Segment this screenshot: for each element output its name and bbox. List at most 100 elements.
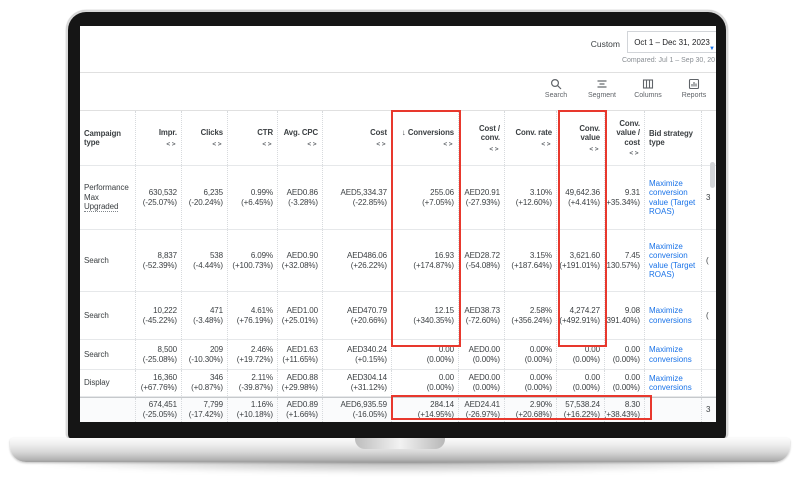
toolbar-search-button[interactable]: Search: [534, 78, 578, 99]
column-header-ctr[interactable]: CTR <>: [228, 111, 278, 165]
metric-value: 0.00%: [529, 373, 552, 382]
metric-value: AED5,334.37: [340, 187, 388, 197]
metric-change: (0.00%): [426, 383, 454, 392]
metric-change: (-26.97%): [465, 410, 500, 419]
metric-change: (+11.65%): [282, 354, 318, 364]
column-header-cost[interactable]: Cost <>: [323, 111, 392, 165]
cell-conv-rate: 3.15% (+187.64%): [505, 230, 557, 291]
column-header-label: Campaign type: [84, 128, 121, 148]
cell-campaign-type: Display: [80, 370, 136, 396]
table-row: Search 8,500 (-25.08%) 209 (-10.30%) 2.46% (+1…: [80, 340, 716, 370]
metric-change: (+67.76%): [140, 383, 177, 392]
metric-change: (-10.30%): [188, 354, 223, 364]
metric-value: 2.46%: [250, 344, 273, 354]
column-header-avg_cpc[interactable]: Avg. CPC <>: [278, 111, 323, 165]
metric-change: (-54.08%): [465, 260, 500, 270]
metric-value: AED6,935.59: [340, 400, 388, 409]
column-header-label: Impr.: [158, 128, 177, 138]
toolbar-columns-button[interactable]: Columns: [626, 78, 670, 99]
search-icon: [550, 78, 562, 90]
metric-value: 284.14: [430, 400, 454, 409]
column-header-label: Clicks: [200, 128, 223, 138]
column-header-impr[interactable]: Impr. <>: [136, 111, 182, 165]
bid-strategy-link[interactable]: Maximize conversion value (Target ROAS): [649, 178, 696, 217]
cell-bid-strategy[interactable]: Maximize conversion value (Target ROAS): [645, 230, 702, 291]
bid-strategy-link[interactable]: Maximize conversions: [649, 306, 692, 325]
metric-value: AED1.00: [286, 305, 318, 315]
metric-value: 471: [209, 305, 223, 315]
compare-columns-icon: <>: [629, 150, 640, 158]
metric-value: 6.09%: [250, 250, 273, 260]
toolbar-segment-label: Segment: [587, 92, 617, 99]
metric-value: 255.06: [430, 187, 454, 197]
dropdown-caret-icon: ▼: [709, 46, 715, 52]
column-header-label: Avg. CPC: [283, 128, 319, 138]
metric-value: 16.93: [434, 250, 454, 260]
cell-conv-value: 57,538.24 (+16.22%): [557, 398, 605, 422]
column-header-clipped: [702, 111, 716, 165]
campaign-type-label: Search: [84, 255, 109, 265]
cell-conv-value: 49,642.36 (+4.41%): [557, 166, 605, 229]
metric-change: (+391.40%): [605, 315, 640, 325]
campaign-type-label: Performance Max Upgraded: [84, 183, 129, 213]
metric-value: 2.58%: [529, 305, 552, 315]
column-header-campaign_type[interactable]: Campaign type: [80, 111, 136, 165]
metric-change: (0.00%): [612, 354, 640, 364]
metric-value: 7,799: [203, 400, 223, 409]
toolbar-search-label: Search: [544, 92, 568, 99]
toolbar-reports-button[interactable]: Reports: [672, 78, 716, 99]
metric-change: (+130.57%): [605, 260, 640, 270]
cell-conv-value-cost: 7.45(+130.57%): [605, 230, 645, 291]
metric-change: (0.00%): [472, 354, 500, 364]
cell-campaign-type: Search: [80, 292, 136, 339]
cell-clicks: 7,799 (-17.42%): [182, 398, 228, 422]
metric-value: AED340.24: [346, 344, 387, 354]
cell-avg-cpc: AED0.86 (-3.28%): [278, 166, 323, 229]
cell-bid-strategy[interactable]: Maximize conversion value (Target ROAS): [645, 166, 702, 229]
metric-value: AED0.00: [468, 373, 500, 382]
metric-value: 538: [209, 250, 223, 260]
cell-avg-cpc: AED0.89 (+1.66%): [278, 398, 323, 422]
cell-cost-conv: AED24.41 (-26.97%): [459, 398, 505, 422]
column-header-conversions[interactable]: ↓ Conversions <>: [392, 111, 459, 165]
column-header-conv_value_cost[interactable]: Conv. value / cost <>: [605, 111, 645, 165]
metric-value: AED486.06: [346, 250, 387, 260]
cell-conv-rate: 2.58% (+356.24%): [505, 292, 557, 339]
table-toolbar: Search Segment Columns: [534, 78, 716, 99]
cell-clipped: 3: [702, 398, 716, 422]
column-header-conv_value[interactable]: Conv. value <>: [557, 111, 605, 165]
metric-change: (-22.85%): [352, 197, 387, 207]
date-range-picker[interactable]: Oct 1 – Dec 31, 2023 ▼: [627, 31, 716, 53]
metric-value: 3,621.60: [569, 250, 600, 260]
cell-clicks: 346 (+0.87%): [182, 370, 228, 396]
bid-strategy-link[interactable]: Maximize conversions: [649, 345, 692, 364]
scrollbar-thumb[interactable]: [710, 162, 715, 188]
cell-impr: 16,360 (+67.76%): [136, 370, 182, 396]
bid-strategy-link[interactable]: Maximize conversions: [649, 373, 692, 393]
cell-cost-conv: AED0.00 (0.00%): [459, 340, 505, 369]
bid-strategy-link[interactable]: Maximize conversion value (Target ROAS): [649, 241, 696, 280]
metric-change: (+32.08%): [281, 260, 318, 270]
column-header-bid_strategy[interactable]: Bid strategy type: [645, 111, 702, 165]
column-header-clicks[interactable]: Clicks <>: [182, 111, 228, 165]
campaign-table: Campaign type Impr. <> Clicks <> CTR <> Avg. CP…: [80, 110, 716, 422]
cell-conversions: 255.06 (+7.05%): [392, 166, 459, 229]
cell-bid-strategy[interactable]: Maximize conversions: [645, 292, 702, 339]
dotted-underline-term: Upgraded: [84, 202, 119, 213]
column-header-cost_conv[interactable]: Cost / conv. <>: [459, 111, 505, 165]
metric-value: 0.00: [438, 344, 454, 354]
date-preset-label[interactable]: Custom: [590, 39, 620, 49]
cell-campaign-type: Search: [80, 340, 136, 369]
cell-conv-value-cost: 0.00 (0.00%): [605, 370, 645, 396]
cell-bid-strategy[interactable]: Maximize conversions: [645, 370, 702, 396]
metric-change: (0.00%): [572, 354, 600, 364]
column-header-conv_rate[interactable]: Conv. rate <>: [505, 111, 557, 165]
metric-change: (0.00%): [524, 354, 552, 364]
cell-conv-value-cost: 9.08(+391.40%): [605, 292, 645, 339]
metric-value: AED38.73: [464, 305, 500, 315]
metric-value: 346: [209, 373, 223, 382]
cell-bid-strategy[interactable]: Maximize conversions: [645, 340, 702, 369]
metric-value: 0.99%: [250, 187, 273, 197]
toolbar-segment-button[interactable]: Segment: [580, 78, 624, 99]
cell-cost-conv: AED20.91 (-27.93%): [459, 166, 505, 229]
